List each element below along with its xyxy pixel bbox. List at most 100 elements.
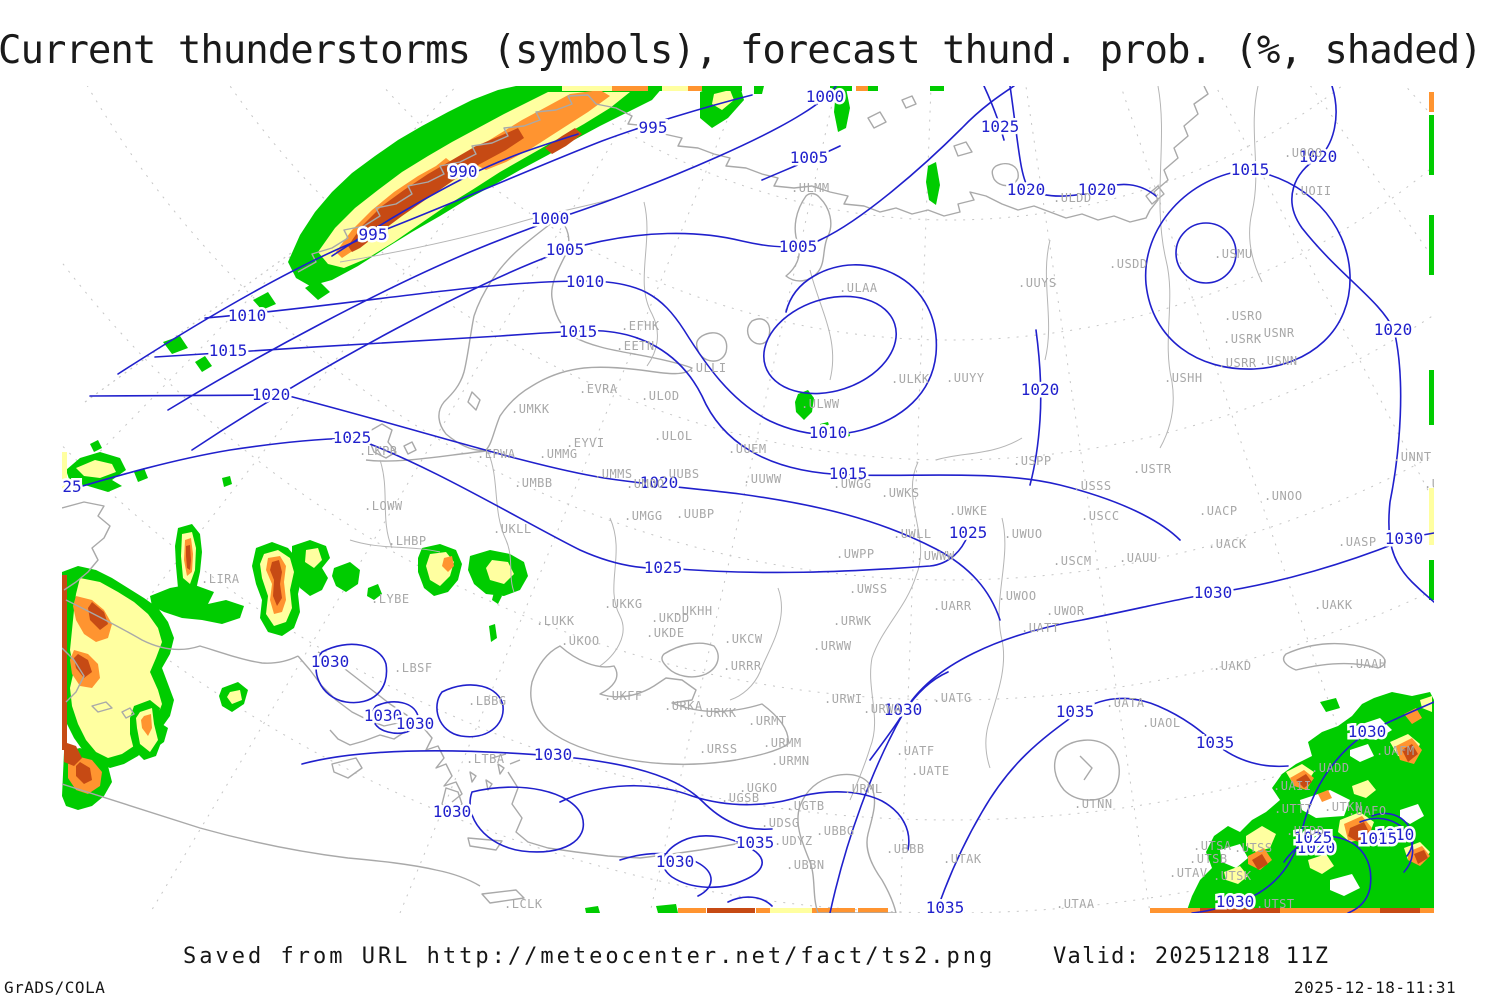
station-label: .UMMS xyxy=(594,467,633,481)
station-label: .UTAV xyxy=(1169,866,1208,880)
station-label: .UUYY xyxy=(946,371,985,385)
isobars xyxy=(62,86,1434,913)
station-label: .UAUU xyxy=(1119,551,1158,565)
page-title: Current thunderstorms (symbols), forecas… xyxy=(0,28,1483,73)
isobar-label: 1030 xyxy=(1216,892,1255,911)
station-label: .UWSS xyxy=(849,582,888,596)
station-label: .USRK xyxy=(1223,332,1262,346)
station-label: .USPP xyxy=(1013,454,1052,468)
station-label: .URRR xyxy=(723,659,762,673)
station-label: .UAAH xyxy=(1348,657,1387,671)
station-label: .UBBB xyxy=(886,842,925,856)
isobar-label: 1010 xyxy=(228,306,267,325)
isobar-label: 1030 xyxy=(311,652,350,671)
station-label: .UATE xyxy=(911,764,950,778)
edge-shading-strips xyxy=(62,86,1434,913)
station-label: .UWOO xyxy=(998,589,1037,603)
station-label: .UMMG xyxy=(539,447,578,461)
station-label: .UTSB xyxy=(1189,852,1228,866)
station-label: .USSS xyxy=(1073,479,1112,493)
station-label: .LUKK xyxy=(536,614,575,628)
station-label: .LOWW xyxy=(364,499,403,513)
station-label: .URKA xyxy=(664,699,703,713)
isobar-label: 1010 xyxy=(1376,825,1415,844)
station-label: .USNR xyxy=(1256,326,1295,340)
isobar-label: 1025 xyxy=(981,117,1020,136)
station-label: .UUBS xyxy=(661,467,700,481)
station-label: .EFHK xyxy=(621,319,660,333)
station-label: .EVRA xyxy=(579,382,618,396)
station-label: .LKPR xyxy=(359,444,398,458)
isobar-label: 1005 xyxy=(779,237,818,256)
station-label: .UWGG xyxy=(833,477,872,491)
isobar-label: 1035 xyxy=(1196,733,1235,752)
station-label: .UMBB xyxy=(514,476,553,490)
station-labels-layer: .ULMM .ULDD .ULAA .UUYS .USDD .USMU .UOII .UOOO… xyxy=(201,146,1463,911)
station-label: .UADD xyxy=(1311,761,1350,775)
station-label: .UAKD xyxy=(1213,659,1252,673)
footer-grads-credit: GrADS/COLA xyxy=(4,978,106,997)
station-label: .URWW xyxy=(813,639,852,653)
station-label: .URWK xyxy=(833,614,872,628)
station-label: .UBBG xyxy=(816,824,855,838)
station-label: .UGKO xyxy=(739,781,778,795)
station-label: .UATT xyxy=(1021,621,1060,635)
station-label: .EETN xyxy=(616,339,655,353)
station-label: .UKFF xyxy=(604,689,643,703)
footer-timestamp: 2025-12-18-11:31 xyxy=(1294,978,1457,997)
station-label: .UWOR xyxy=(1046,604,1085,618)
station-label: .UOII xyxy=(1293,184,1332,198)
isobar-label: 1005 xyxy=(546,240,585,259)
station-label: .UAOL xyxy=(1142,716,1181,730)
station-label: .USMU xyxy=(1214,247,1253,261)
station-label: .UMOO xyxy=(626,477,665,491)
station-label: .USRR xyxy=(1218,356,1257,370)
isobar-label: 1025 xyxy=(644,558,683,577)
isobar-label: 1020 xyxy=(1007,180,1046,199)
station-label: .UUWW xyxy=(743,472,782,486)
station-label: .URMT xyxy=(748,714,787,728)
station-label: .UKLL xyxy=(493,522,532,536)
station-label: .URMN xyxy=(771,754,810,768)
station-label: .UMKK xyxy=(511,402,550,416)
station-label: .UOOO xyxy=(1284,146,1323,160)
station-label: .URKK xyxy=(698,706,737,720)
station-label: .UUBP xyxy=(676,507,715,521)
isobar-label: 1000 xyxy=(531,209,570,228)
isobar-label: 1015 xyxy=(209,341,248,360)
isobar-label: 1020 xyxy=(1299,147,1338,166)
station-label: .UWWW xyxy=(916,549,955,563)
station-label: .UWLL xyxy=(893,527,932,541)
station-label: .ULWW xyxy=(801,397,840,411)
station-label: .LBSF xyxy=(394,661,433,675)
station-label: .UTDD xyxy=(1286,824,1325,838)
footer-valid-time: Valid: 20251218 11Z xyxy=(1053,944,1330,969)
station-label: .UNOO xyxy=(1264,489,1303,503)
isobar-label: 1015 xyxy=(1359,829,1398,848)
station-label: .ULKK xyxy=(891,372,930,386)
isobar-label: 995 xyxy=(359,225,388,244)
station-label: .UKKG xyxy=(604,597,643,611)
isobar-label: 995 xyxy=(639,118,668,137)
station-label: .UNBB xyxy=(1424,477,1463,491)
station-label: .ULDD xyxy=(1053,191,1092,205)
rivers-and-borders xyxy=(339,86,1263,801)
station-label: .UNNT xyxy=(1393,450,1432,464)
station-label: .UMGG xyxy=(624,509,663,523)
station-label: .UDYZ xyxy=(774,834,813,848)
isobar-label: 25 xyxy=(62,477,81,496)
isobar-label: 1030 xyxy=(534,745,573,764)
station-label: .USDD xyxy=(1109,257,1148,271)
station-label: .URWA xyxy=(863,702,902,716)
station-label: .UTSK xyxy=(1213,869,1252,883)
station-label: .UUEM xyxy=(728,442,767,456)
isobar-label: 1030 xyxy=(396,714,435,733)
station-label: .LHBP xyxy=(388,534,427,548)
isobar-label: 1020 xyxy=(1374,320,1413,339)
station-label: .UTST xyxy=(1256,897,1295,911)
station-label: .UTSA xyxy=(1193,839,1232,853)
station-label: .ULLI xyxy=(688,361,727,375)
isobar-label: 1030 xyxy=(364,706,403,725)
isobar-label: 990 xyxy=(449,162,478,181)
station-label: .LIRA xyxy=(201,572,240,586)
